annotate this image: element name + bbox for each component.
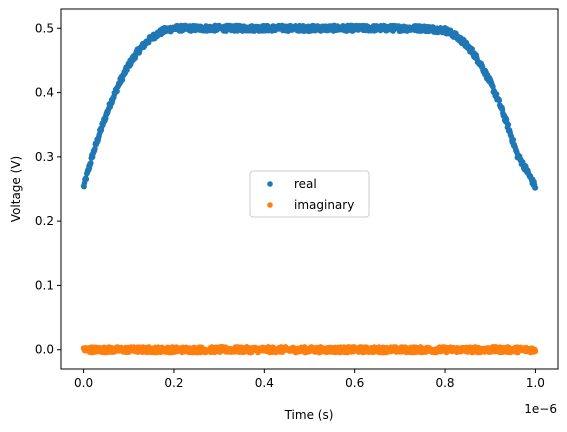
legend: real imaginary: [249, 170, 370, 218]
data-point-real: [92, 145, 98, 152]
plot-frame: [60, 8, 559, 370]
y-tick-label: 0.2: [35, 214, 54, 228]
data-point-real: [505, 121, 512, 128]
y-axis-ticks: 0.0 0.1 0.2 0.3 0.4 0.5: [35, 21, 61, 357]
x-tick-label: 0.2: [164, 376, 183, 390]
x-tick-label: 0.0: [74, 376, 93, 390]
x-tick-label: 1.0: [526, 376, 545, 390]
y-tick-label: 0.1: [35, 278, 54, 292]
legend-label-imaginary: imaginary: [294, 198, 354, 212]
y-tick-label: 0.4: [35, 86, 54, 100]
data-point-real: [469, 46, 475, 52]
x-axis-label: Time (s): [284, 408, 334, 422]
data-point-real: [493, 91, 500, 97]
x-tick-label: 0.6: [345, 376, 364, 390]
y-tick-label: 0.0: [35, 343, 54, 357]
y-tick-label: 0.5: [35, 21, 54, 35]
legend-marker-real: [267, 181, 273, 187]
y-tick-label: 0.3: [35, 150, 54, 164]
data-point-real: [88, 160, 94, 166]
data-point-real: [83, 176, 90, 183]
data-point-real: [532, 185, 539, 191]
data-point-real: [114, 88, 120, 95]
data-point-real: [496, 97, 503, 104]
data-point-real: [102, 115, 109, 122]
x-offset-label: 1e−6: [524, 402, 557, 416]
legend-box: [249, 170, 370, 218]
x-tick-label: 0.4: [255, 376, 274, 390]
data-point-real: [510, 136, 517, 143]
y-axis-label: Voltage (V): [9, 156, 23, 222]
data-point-real: [119, 77, 126, 83]
legend-label-real: real: [294, 177, 317, 191]
data-markers: [80, 22, 539, 356]
legend-marker-imaginary: [267, 202, 273, 208]
data-point-imaginary: [532, 348, 539, 355]
x-axis-ticks: 0.0 0.2 0.4 0.6 0.8 1.0: [74, 369, 545, 390]
x-tick-label: 0.8: [435, 376, 454, 390]
